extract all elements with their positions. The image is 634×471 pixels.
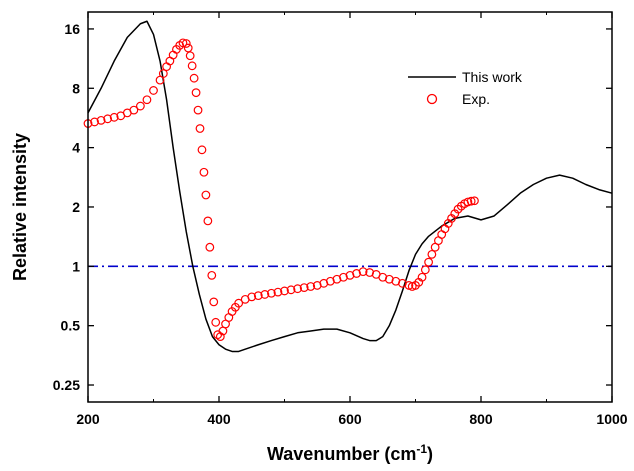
exp-data-point — [260, 290, 270, 299]
exp-data-point — [358, 267, 368, 277]
exp-data-point — [339, 272, 348, 282]
exp-data-point — [142, 95, 152, 105]
y-tick-label: 4 — [72, 140, 80, 156]
exp-data-point — [185, 51, 195, 61]
exp-data-point — [417, 272, 427, 282]
exp-data-point — [299, 283, 309, 292]
exp-data-point — [178, 38, 188, 48]
exp-data-point — [234, 298, 244, 308]
exp-data-point — [267, 288, 276, 298]
exp-data-point — [286, 285, 296, 295]
exp-data-point — [466, 196, 476, 206]
y-tick-label: 1 — [72, 258, 80, 274]
exp-data-point — [149, 86, 158, 95]
exp-data-point — [203, 216, 213, 226]
exp-data-point — [209, 297, 219, 307]
legend-label-exp: Exp. — [462, 91, 490, 107]
exp-data-point — [427, 249, 437, 259]
exp-data-point — [253, 291, 263, 301]
exp-data-point — [96, 115, 106, 125]
exp-data-point — [345, 270, 355, 280]
exp-data-point — [352, 269, 361, 278]
exp-data-point — [207, 270, 217, 280]
y-tick-label: 0.25 — [53, 377, 80, 393]
exp-data-point — [211, 317, 221, 327]
exp-data-point — [183, 43, 193, 53]
exp-data-point — [420, 265, 430, 275]
exp-data-point — [181, 39, 191, 48]
exp-data-point — [463, 197, 473, 207]
exp-data-point — [197, 145, 207, 155]
exp-data-point — [193, 105, 203, 115]
exp-data-point — [103, 114, 113, 124]
y-tick-label: 8 — [72, 80, 80, 96]
legend-swatch-exp — [426, 93, 438, 105]
exp-data-point — [273, 287, 283, 297]
exp-data-point — [280, 286, 289, 296]
x-tick-label: 1000 — [596, 411, 627, 427]
exp-data-point — [201, 190, 211, 200]
exp-data-point — [470, 196, 479, 206]
x-tick-label: 200 — [76, 411, 100, 427]
series-line-this-work — [87, 20, 613, 353]
exp-data-point — [135, 101, 145, 111]
exp-data-point — [162, 62, 172, 72]
x-tick-label: 400 — [207, 411, 231, 427]
exp-data-point — [424, 257, 434, 267]
exp-data-point — [129, 105, 139, 115]
exp-data-point — [191, 88, 201, 98]
legend: This work Exp. — [408, 69, 523, 107]
y-tick-label: 2 — [72, 199, 80, 215]
exp-data-point — [437, 230, 447, 239]
exp-data-point — [247, 292, 257, 302]
exp-data-point — [195, 124, 205, 133]
exp-data-point — [306, 282, 316, 291]
exp-data-point — [365, 268, 375, 277]
x-tick-label: 800 — [469, 411, 493, 427]
exp-data-point — [168, 50, 178, 60]
y-tick-label: 0.5 — [61, 318, 81, 334]
exp-data-point — [215, 332, 225, 342]
exp-data-point — [205, 242, 215, 252]
legend-label-this-work: This work — [462, 69, 523, 85]
exp-data-point — [109, 112, 119, 122]
exp-data-point — [90, 117, 99, 127]
exp-data-point — [189, 73, 199, 83]
exp-data-point — [293, 284, 303, 294]
y-tick-label: 16 — [64, 21, 80, 37]
y-axis-title: Relative intensity — [10, 133, 30, 281]
exp-data-point — [187, 61, 197, 71]
x-tick-label: 600 — [338, 411, 362, 427]
exp-data-point — [158, 69, 168, 78]
x-axis-title: Wavenumber (cm-1) — [267, 442, 433, 464]
exp-data-point — [199, 167, 209, 177]
